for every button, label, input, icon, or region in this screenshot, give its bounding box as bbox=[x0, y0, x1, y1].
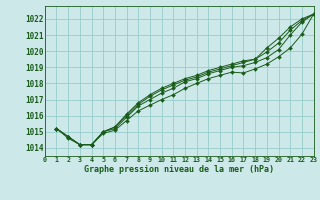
X-axis label: Graphe pression niveau de la mer (hPa): Graphe pression niveau de la mer (hPa) bbox=[84, 165, 274, 174]
